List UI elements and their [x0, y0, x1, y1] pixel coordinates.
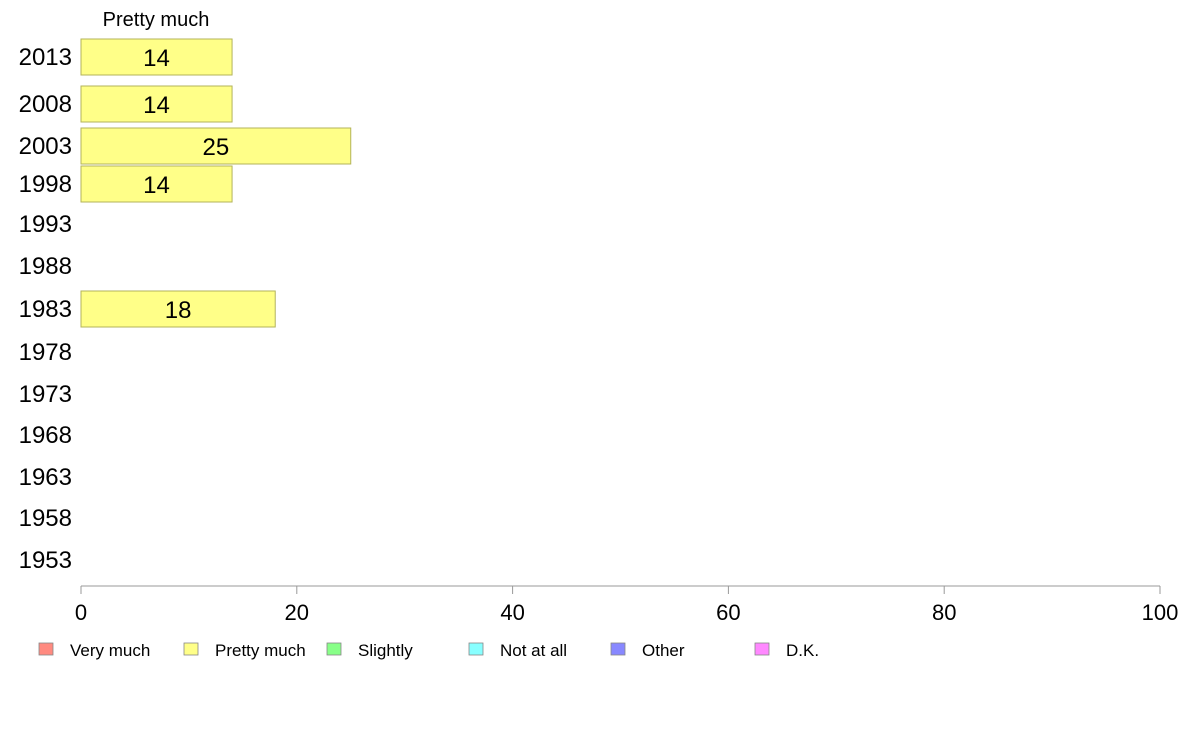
- y-tick-label: 2013: [19, 44, 72, 71]
- legend-item: Other: [610, 641, 685, 660]
- x-tick-label: 20: [285, 600, 309, 625]
- y-tick-label: 1978: [19, 339, 72, 366]
- y-tick-label: 1958: [19, 505, 72, 532]
- bar-value-label: 14: [143, 172, 170, 199]
- y-tick-label: 1953: [19, 547, 72, 574]
- bar-value-label: 14: [143, 92, 170, 119]
- x-tick-label: 100: [1142, 600, 1179, 625]
- legend-swatch: [38, 642, 54, 656]
- bars: [80, 38, 352, 328]
- legend-item: Pretty much: [183, 641, 306, 660]
- bar-labels: 14 14 25 14 18: [143, 45, 229, 324]
- legend-swatch: [326, 642, 342, 656]
- bar-value-label: 25: [203, 134, 230, 161]
- legend-label: Slightly: [358, 641, 413, 660]
- chart-title: Pretty much: [103, 9, 210, 31]
- legend-item: Very much: [38, 641, 150, 660]
- x-tick-label: 0: [75, 600, 87, 625]
- x-tick-label: 40: [500, 600, 524, 625]
- bar: [80, 38, 233, 76]
- legend-label: D.K.: [786, 641, 819, 660]
- x-tick-label: 80: [932, 600, 956, 625]
- y-tick-label: 1993: [19, 211, 72, 238]
- y-tick-label: 1963: [19, 464, 72, 491]
- bar: [80, 165, 233, 203]
- bar-value-label: 18: [165, 297, 192, 324]
- bar-value-label: 14: [143, 45, 170, 72]
- y-tick-label: 1973: [19, 381, 72, 408]
- x-axis: 0 20 40 60 80 100: [75, 585, 1179, 625]
- y-tick-label: 1968: [19, 422, 72, 449]
- bar: [80, 290, 276, 328]
- legend-item: Slightly: [326, 641, 413, 660]
- legend-swatch: [468, 642, 484, 656]
- legend-swatch: [610, 642, 626, 656]
- bar: [80, 127, 352, 165]
- legend: Very much Pretty much Slightly Not at all Ot…: [38, 641, 819, 660]
- y-axis-tick-labels: 2013 2008 2003 1998 1993 1988 1983 1978 1973 1968…: [19, 44, 72, 574]
- bar: [80, 85, 233, 123]
- x-tick-label: 60: [716, 600, 740, 625]
- legend-label: Other: [642, 641, 685, 660]
- y-tick-label: 2003: [19, 133, 72, 160]
- y-tick-label: 2008: [19, 91, 72, 118]
- legend-label: Pretty much: [215, 641, 306, 660]
- legend-label: Not at all: [500, 641, 567, 660]
- legend-swatch: [183, 642, 199, 656]
- y-tick-label: 1983: [19, 296, 72, 323]
- y-tick-label: 1988: [19, 253, 72, 280]
- y-tick-label: 1998: [19, 171, 72, 198]
- legend-swatch: [754, 642, 770, 656]
- legend-item: Not at all: [468, 641, 567, 660]
- legend-label: Very much: [70, 641, 150, 660]
- legend-item: D.K.: [754, 641, 819, 660]
